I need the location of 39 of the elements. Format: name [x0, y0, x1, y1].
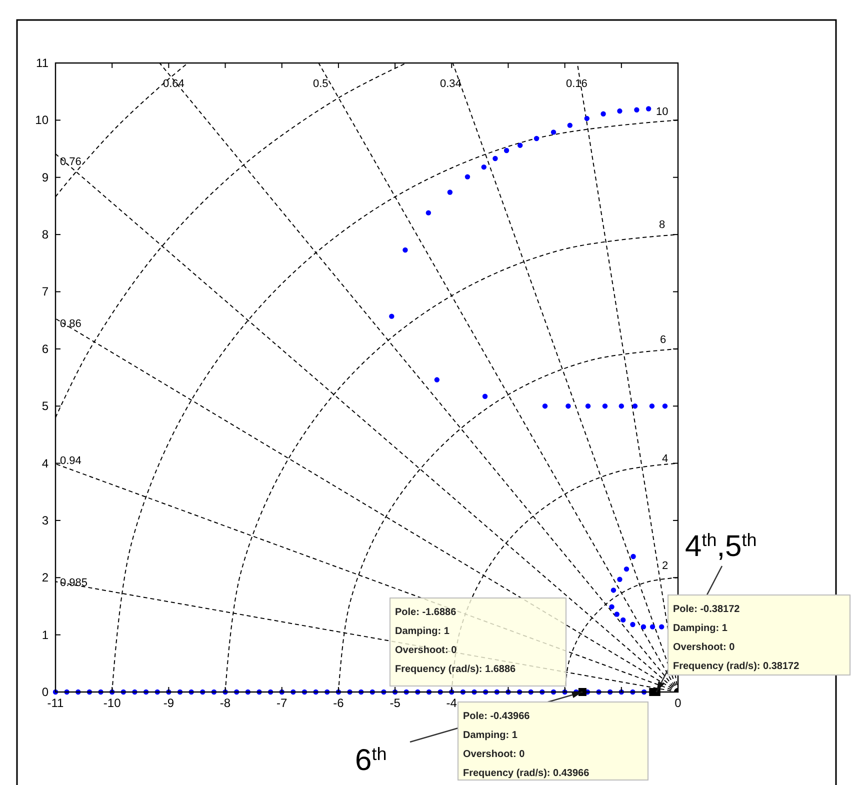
annotation: 0.94 [60, 455, 82, 467]
x-tick-label: -11 [47, 696, 64, 710]
y-tick-label: 2 [42, 570, 49, 585]
x-tick-label: -4 [446, 696, 458, 710]
annotation: 6$^{th}$ [355, 744, 387, 777]
y-tick-label: 1 [42, 628, 49, 642]
x-tick-label: -10 [103, 696, 122, 710]
y-tick-label: 10 [35, 113, 49, 128]
annotation: 6 [660, 334, 666, 346]
annotation: 0.64 [163, 78, 184, 90]
x-tick-label: -5 [390, 696, 401, 710]
y-tick-label: 3 [42, 513, 49, 528]
annotation: 0.985 [60, 577, 88, 589]
x-tick-label: -9 [163, 696, 174, 710]
y-tick-label: 0 [42, 685, 49, 699]
annotation: 0.34 [440, 78, 462, 90]
text: Pole: -0.43966 Damping: 1 Overshoot: 0 Frequency (rad/s): 0.43966 [463, 711, 590, 779]
y-tick-label: 11 [36, 56, 49, 70]
annotation: 0.86 [60, 318, 82, 330]
y-tick-label: 4 [42, 456, 49, 470]
y-tick-label: 8 [42, 228, 49, 242]
annotation: 2 [662, 560, 668, 572]
y-tick-label: 7 [42, 284, 49, 299]
y-tick-label: 6 [42, 342, 49, 356]
annotation: 8 [659, 219, 666, 231]
annotation: 4 [662, 453, 668, 465]
annotation: 0.76 [60, 156, 82, 168]
annotation: Pole: -0.38172 Damping: 1 Overshoot: 0 Frequency (rad/s): 0.38172 [673, 604, 800, 672]
x-tick-label: -8 [220, 696, 231, 710]
y-tick-label: 9 [42, 170, 49, 184]
annotation: 4$^{th}$,5$^{th}$ [685, 530, 757, 563]
y-tick-label: 5 [42, 399, 49, 414]
annotation: 0.5 [313, 78, 328, 90]
annotation: 0.16 [566, 78, 588, 90]
annotation: 10 [656, 106, 668, 118]
x-tick-label: 0 [674, 696, 682, 710]
x-tick-label: -6 [333, 696, 344, 710]
annotation: Pole: -1.6886 Damping: 1 Overshoot: 0 Frequency (rad/s): 1.6886 [395, 607, 516, 675]
x-tick-label: -7 [276, 696, 288, 710]
